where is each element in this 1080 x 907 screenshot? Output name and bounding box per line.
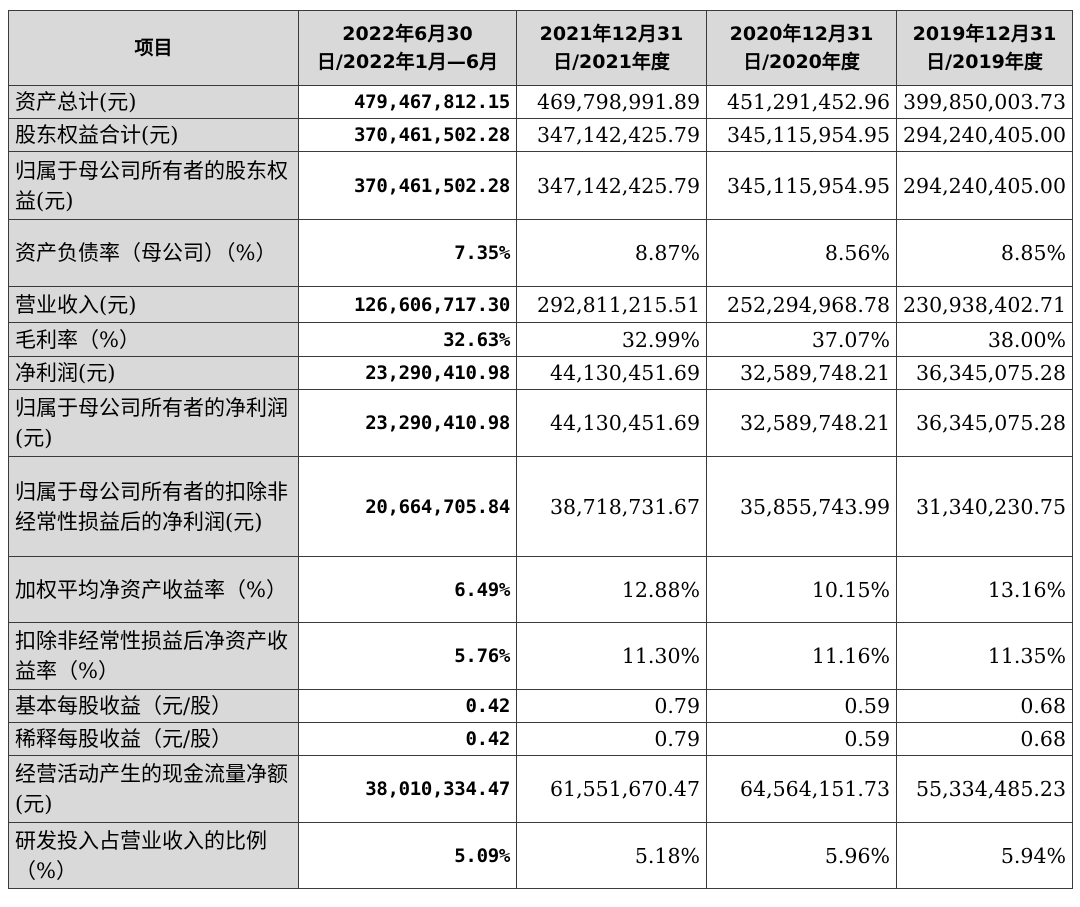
table-row: 毛利率（%） 32.63% 32.99% 37.07% 38.00%: [8, 322, 1073, 357]
row-label: 毛利率（%）: [8, 322, 299, 357]
cell-2019: 8.85%: [896, 219, 1073, 287]
row-label: 扣除非经常性损益后净资产收益率（%）: [8, 622, 299, 690]
table-row: 研发投入占营业收入的比例（%） 5.09% 5.18% 5.96% 5.94%: [8, 822, 1073, 889]
cell-2022h1: 20,664,705.84: [298, 456, 517, 557]
cell-2020: 8.56%: [706, 219, 897, 287]
cell-2021: 8.87%: [516, 219, 707, 287]
row-label: 营业收入(元): [8, 286, 299, 323]
table-row: 资产负债率（母公司）（%） 7.35% 8.87% 8.56% 8.85%: [8, 219, 1073, 287]
cell-2022h1: 5.76%: [298, 622, 517, 690]
cell-2019: 31,340,230.75: [896, 456, 1073, 557]
cell-2022h1: 479,467,812.15: [298, 85, 517, 119]
cell-2020: 37.07%: [706, 322, 897, 357]
table-row: 经营活动产生的现金流量净额(元) 38,010,334.47 61,551,67…: [8, 755, 1073, 823]
cell-2020: 11.16%: [706, 622, 897, 690]
cell-2019: 38.00%: [896, 322, 1073, 357]
header-col-2022h1: 2022年6月30日/2022年1月—6月: [298, 10, 517, 86]
cell-2020: 451,291,452.96: [706, 85, 897, 119]
row-label: 归属于母公司所有者的净利润(元): [8, 389, 299, 457]
cell-2019: 230,938,402.71: [896, 286, 1073, 323]
row-label: 归属于母公司所有者的股东权益(元): [8, 151, 299, 220]
cell-2022h1: 7.35%: [298, 219, 517, 287]
cell-2021: 0.79: [516, 689, 707, 723]
cell-2020: 0.59: [706, 722, 897, 756]
cell-2022h1: 38,010,334.47: [298, 755, 517, 823]
table-row: 归属于母公司所有者的净利润(元) 23,290,410.98 44,130,45…: [8, 389, 1073, 457]
cell-2019: 36,345,075.28: [896, 356, 1073, 390]
financial-summary-table: 项目 2022年6月30日/2022年1月—6月 2021年12月31日/202…: [8, 10, 1073, 889]
cell-2022h1: 126,606,717.30: [298, 286, 517, 323]
cell-2021: 292,811,215.51: [516, 286, 707, 323]
row-label: 研发投入占营业收入的比例（%）: [8, 822, 299, 889]
cell-2019: 0.68: [896, 722, 1073, 756]
cell-2019: 36,345,075.28: [896, 389, 1073, 457]
cell-2021: 469,798,991.89: [516, 85, 707, 119]
cell-2019: 11.35%: [896, 622, 1073, 690]
row-label: 稀释每股收益（元/股）: [8, 722, 299, 756]
header-item: 项目: [8, 10, 299, 86]
header-col-2019: 2019年12月31日/2019年度: [896, 10, 1073, 86]
cell-2022h1: 23,290,410.98: [298, 389, 517, 457]
cell-2020: 32,589,748.21: [706, 356, 897, 390]
cell-2022h1: 32.63%: [298, 322, 517, 357]
cell-2020: 35,855,743.99: [706, 456, 897, 557]
cell-2022h1: 23,290,410.98: [298, 356, 517, 390]
row-label: 基本每股收益（元/股）: [8, 689, 299, 723]
cell-2020: 5.96%: [706, 822, 897, 889]
cell-2022h1: 0.42: [298, 689, 517, 723]
row-label: 归属于母公司所有者的扣除非经常性损益后的净利润(元): [8, 456, 299, 557]
row-label: 资产总计(元): [8, 85, 299, 119]
row-label: 经营活动产生的现金流量净额(元): [8, 755, 299, 823]
cell-2021: 44,130,451.69: [516, 356, 707, 390]
table-row: 基本每股收益（元/股） 0.42 0.79 0.59 0.68: [8, 689, 1073, 723]
table-row: 加权平均净资产收益率（%） 6.49% 12.88% 10.15% 13.16%: [8, 556, 1073, 623]
cell-2021: 12.88%: [516, 556, 707, 623]
cell-2022h1: 370,461,502.28: [298, 151, 517, 220]
cell-2022h1: 370,461,502.28: [298, 118, 517, 152]
cell-2019: 5.94%: [896, 822, 1073, 889]
cell-2021: 38,718,731.67: [516, 456, 707, 557]
cell-2022h1: 5.09%: [298, 822, 517, 889]
cell-2021: 347,142,425.79: [516, 118, 707, 152]
table-row: 资产总计(元) 479,467,812.15 469,798,991.89 45…: [8, 85, 1073, 119]
table-row: 净利润(元) 23,290,410.98 44,130,451.69 32,58…: [8, 356, 1073, 390]
cell-2019: 294,240,405.00: [896, 151, 1073, 220]
table-row: 扣除非经常性损益后净资产收益率（%） 5.76% 11.30% 11.16% 1…: [8, 622, 1073, 690]
table-row: 营业收入(元) 126,606,717.30 292,811,215.51 25…: [8, 286, 1073, 323]
cell-2020: 345,115,954.95: [706, 118, 897, 152]
cell-2021: 0.79: [516, 722, 707, 756]
header-col-2021: 2021年12月31日/2021年度: [516, 10, 707, 86]
cell-2019: 13.16%: [896, 556, 1073, 623]
cell-2019: 294,240,405.00: [896, 118, 1073, 152]
header-col-2020: 2020年12月31日/2020年度: [706, 10, 897, 86]
row-label: 资产负债率（母公司）（%）: [8, 219, 299, 287]
cell-2022h1: 0.42: [298, 722, 517, 756]
cell-2019: 399,850,003.73: [896, 85, 1073, 119]
cell-2021: 347,142,425.79: [516, 151, 707, 220]
table-row: 归属于母公司所有者的扣除非经常性损益后的净利润(元) 20,664,705.84…: [8, 456, 1073, 557]
cell-2020: 32,589,748.21: [706, 389, 897, 457]
cell-2019: 55,334,485.23: [896, 755, 1073, 823]
cell-2021: 5.18%: [516, 822, 707, 889]
cell-2020: 345,115,954.95: [706, 151, 897, 220]
cell-2020: 10.15%: [706, 556, 897, 623]
cell-2021: 44,130,451.69: [516, 389, 707, 457]
cell-2020: 252,294,968.78: [706, 286, 897, 323]
row-label: 加权平均净资产收益率（%）: [8, 556, 299, 623]
header-row: 项目 2022年6月30日/2022年1月—6月 2021年12月31日/202…: [8, 10, 1073, 86]
table-row: 归属于母公司所有者的股东权益(元) 370,461,502.28 347,142…: [8, 151, 1073, 220]
cell-2019: 0.68: [896, 689, 1073, 723]
row-label: 净利润(元): [8, 356, 299, 390]
cell-2020: 0.59: [706, 689, 897, 723]
cell-2021: 61,551,670.47: [516, 755, 707, 823]
cell-2020: 64,564,151.73: [706, 755, 897, 823]
table-row: 股东权益合计(元) 370,461,502.28 347,142,425.79 …: [8, 118, 1073, 152]
cell-2022h1: 6.49%: [298, 556, 517, 623]
row-label: 股东权益合计(元): [8, 118, 299, 152]
cell-2021: 32.99%: [516, 322, 707, 357]
table-row: 稀释每股收益（元/股） 0.42 0.79 0.59 0.68: [8, 722, 1073, 756]
cell-2021: 11.30%: [516, 622, 707, 690]
